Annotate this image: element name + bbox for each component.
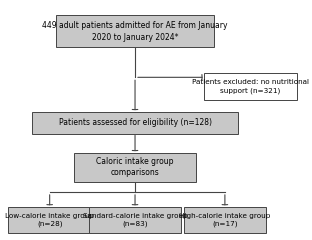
- Text: 449 adult patients admitted for AE from January
2020 to January 2024*: 449 adult patients admitted for AE from …: [42, 21, 228, 42]
- FancyBboxPatch shape: [56, 15, 214, 48]
- FancyBboxPatch shape: [204, 73, 297, 100]
- Text: Caloric intake group
comparisons: Caloric intake group comparisons: [96, 157, 174, 177]
- FancyBboxPatch shape: [32, 112, 238, 134]
- FancyBboxPatch shape: [8, 207, 91, 234]
- Text: Low-calorie intake group
(n=28): Low-calorie intake group (n=28): [5, 213, 94, 227]
- FancyBboxPatch shape: [74, 153, 197, 182]
- FancyBboxPatch shape: [184, 207, 266, 234]
- FancyBboxPatch shape: [89, 207, 181, 234]
- Text: Sandard-calorie intake group
(n=83): Sandard-calorie intake group (n=83): [83, 213, 188, 227]
- Text: Patients assessed for eligibility (n=128): Patients assessed for eligibility (n=128…: [59, 118, 212, 127]
- Text: Patients excluded: no nutritional
support (n=321): Patients excluded: no nutritional suppor…: [192, 79, 309, 94]
- Text: High-calorie intake group
(n=17): High-calorie intake group (n=17): [179, 213, 271, 227]
